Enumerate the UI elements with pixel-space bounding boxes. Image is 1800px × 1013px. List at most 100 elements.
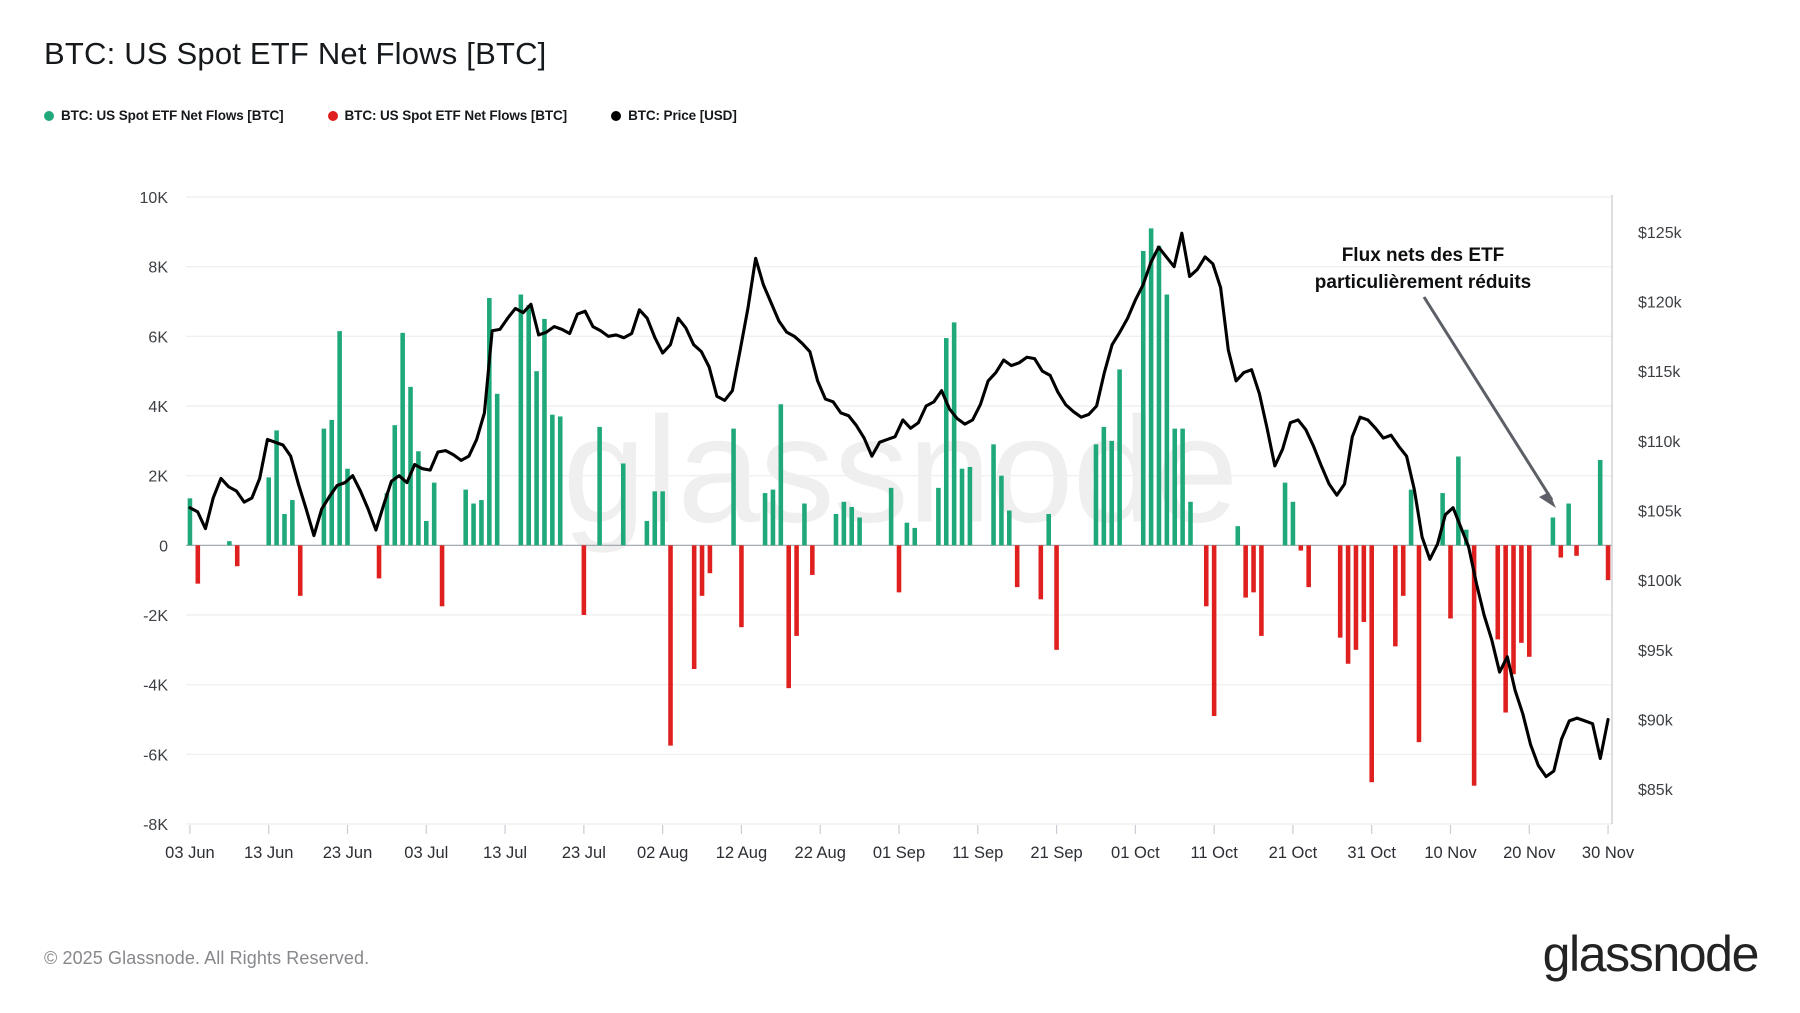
- bar-outflow[interactable]: [1014, 545, 1020, 588]
- bar-outflow[interactable]: [1298, 545, 1304, 551]
- price-line[interactable]: [188, 231, 1610, 779]
- bar-inflow[interactable]: [400, 332, 405, 546]
- bar-inflow[interactable]: [778, 404, 784, 546]
- bar-inflow[interactable]: [1566, 503, 1571, 546]
- legend-item-price[interactable]: BTC: Price [USD]: [611, 108, 737, 123]
- bar-inflow[interactable]: [1597, 459, 1603, 546]
- bar-outflow[interactable]: [1605, 545, 1611, 581]
- bar-inflow[interactable]: [943, 338, 949, 546]
- bar-inflow[interactable]: [1148, 228, 1154, 546]
- bar-inflow[interactable]: [345, 468, 350, 546]
- bar-inflow[interactable]: [1188, 501, 1193, 546]
- bar-outflow[interactable]: [1400, 545, 1406, 596]
- bar-inflow[interactable]: [329, 419, 335, 546]
- bar-inflow[interactable]: [266, 477, 272, 546]
- bar-inflow[interactable]: [518, 294, 524, 546]
- bar-inflow[interactable]: [1156, 245, 1162, 546]
- bar-inflow[interactable]: [1164, 294, 1170, 546]
- bar-inflow[interactable]: [463, 489, 468, 546]
- bar-outflow[interactable]: [707, 545, 713, 574]
- bar-inflow[interactable]: [770, 489, 776, 546]
- bar-inflow[interactable]: [1140, 250, 1146, 546]
- bar-outflow[interactable]: [1243, 545, 1248, 598]
- bar-outflow[interactable]: [699, 545, 705, 596]
- bar-inflow[interactable]: [991, 444, 996, 546]
- bar-inflow[interactable]: [416, 451, 421, 546]
- bar-inflow[interactable]: [408, 386, 413, 546]
- bar-inflow[interactable]: [534, 371, 539, 546]
- bar-inflow[interactable]: [762, 493, 768, 546]
- bar-inflow[interactable]: [274, 430, 279, 546]
- bar-outflow[interactable]: [1038, 545, 1044, 600]
- bar-inflow[interactable]: [644, 520, 650, 546]
- bar-inflow[interactable]: [321, 428, 327, 546]
- bar-outflow[interactable]: [1503, 545, 1508, 713]
- bar-inflow[interactable]: [1456, 456, 1461, 546]
- bar-inflow[interactable]: [1172, 428, 1178, 546]
- bar-inflow[interactable]: [392, 425, 398, 546]
- bar-inflow[interactable]: [1550, 517, 1556, 546]
- bar-inflow[interactable]: [550, 414, 555, 546]
- bar-inflow[interactable]: [802, 503, 807, 546]
- bar-outflow[interactable]: [234, 545, 240, 567]
- bar-outflow[interactable]: [794, 545, 799, 636]
- bar-inflow[interactable]: [282, 513, 287, 546]
- bar-outflow[interactable]: [1345, 545, 1351, 664]
- bar-inflow[interactable]: [597, 426, 602, 546]
- bar-inflow[interactable]: [494, 393, 500, 546]
- bar-inflow[interactable]: [1101, 426, 1107, 546]
- bar-outflow[interactable]: [1353, 545, 1359, 650]
- bar-outflow[interactable]: [1574, 545, 1579, 556]
- bar-inflow[interactable]: [424, 520, 429, 546]
- bar-inflow[interactable]: [849, 507, 855, 546]
- bar-inflow[interactable]: [557, 416, 563, 546]
- bar-inflow[interactable]: [912, 527, 918, 546]
- bar-inflow[interactable]: [1046, 513, 1051, 546]
- bar-outflow[interactable]: [1337, 545, 1343, 638]
- bar-outflow[interactable]: [1211, 545, 1217, 717]
- bar-inflow[interactable]: [542, 318, 547, 546]
- bar-inflow[interactable]: [967, 466, 973, 546]
- bar-outflow[interactable]: [786, 545, 791, 689]
- bar-inflow[interactable]: [1180, 428, 1185, 546]
- bar-outflow[interactable]: [739, 545, 744, 628]
- bar-outflow[interactable]: [668, 545, 673, 746]
- legend-item-outflows[interactable]: BTC: US Spot ETF Net Flows [BTC]: [327, 108, 567, 123]
- bar-inflow[interactable]: [479, 500, 484, 546]
- bar-outflow[interactable]: [1471, 545, 1477, 786]
- bar-outflow[interactable]: [1495, 545, 1501, 640]
- bar-outflow[interactable]: [439, 545, 445, 607]
- bar-inflow[interactable]: [888, 487, 894, 546]
- bar-inflow[interactable]: [526, 304, 531, 546]
- bar-inflow[interactable]: [384, 493, 390, 546]
- bar-outflow[interactable]: [896, 545, 902, 593]
- bar-inflow[interactable]: [620, 463, 626, 546]
- bar-outflow[interactable]: [1203, 545, 1209, 607]
- bar-outflow[interactable]: [1259, 545, 1264, 636]
- bar-outflow[interactable]: [1416, 545, 1422, 743]
- bar-inflow[interactable]: [1290, 501, 1296, 546]
- bar-inflow[interactable]: [1007, 510, 1012, 546]
- bar-outflow[interactable]: [810, 545, 815, 575]
- bar-inflow[interactable]: [1235, 526, 1241, 546]
- bar-inflow[interactable]: [904, 522, 910, 546]
- bar-inflow[interactable]: [1117, 369, 1122, 546]
- legend-item-inflows[interactable]: BTC: US Spot ETF Net Flows [BTC]: [44, 108, 284, 123]
- bar-inflow[interactable]: [471, 503, 476, 546]
- bar-inflow[interactable]: [227, 541, 232, 546]
- bar-inflow[interactable]: [1408, 489, 1414, 546]
- bar-inflow[interactable]: [951, 322, 957, 546]
- bar-outflow[interactable]: [1519, 545, 1524, 643]
- bar-outflow[interactable]: [1558, 545, 1564, 558]
- bar-inflow[interactable]: [1109, 440, 1114, 546]
- bar-outflow[interactable]: [581, 545, 587, 615]
- bar-outflow[interactable]: [1526, 545, 1532, 657]
- bar-inflow[interactable]: [959, 468, 965, 546]
- bar-inflow[interactable]: [290, 500, 295, 546]
- bar-outflow[interactable]: [1306, 545, 1311, 588]
- bar-outflow[interactable]: [195, 545, 201, 584]
- bar-inflow[interactable]: [660, 491, 665, 546]
- bar-inflow[interactable]: [1282, 482, 1288, 546]
- bar-outflow[interactable]: [1511, 545, 1516, 675]
- bar-inflow[interactable]: [487, 298, 492, 546]
